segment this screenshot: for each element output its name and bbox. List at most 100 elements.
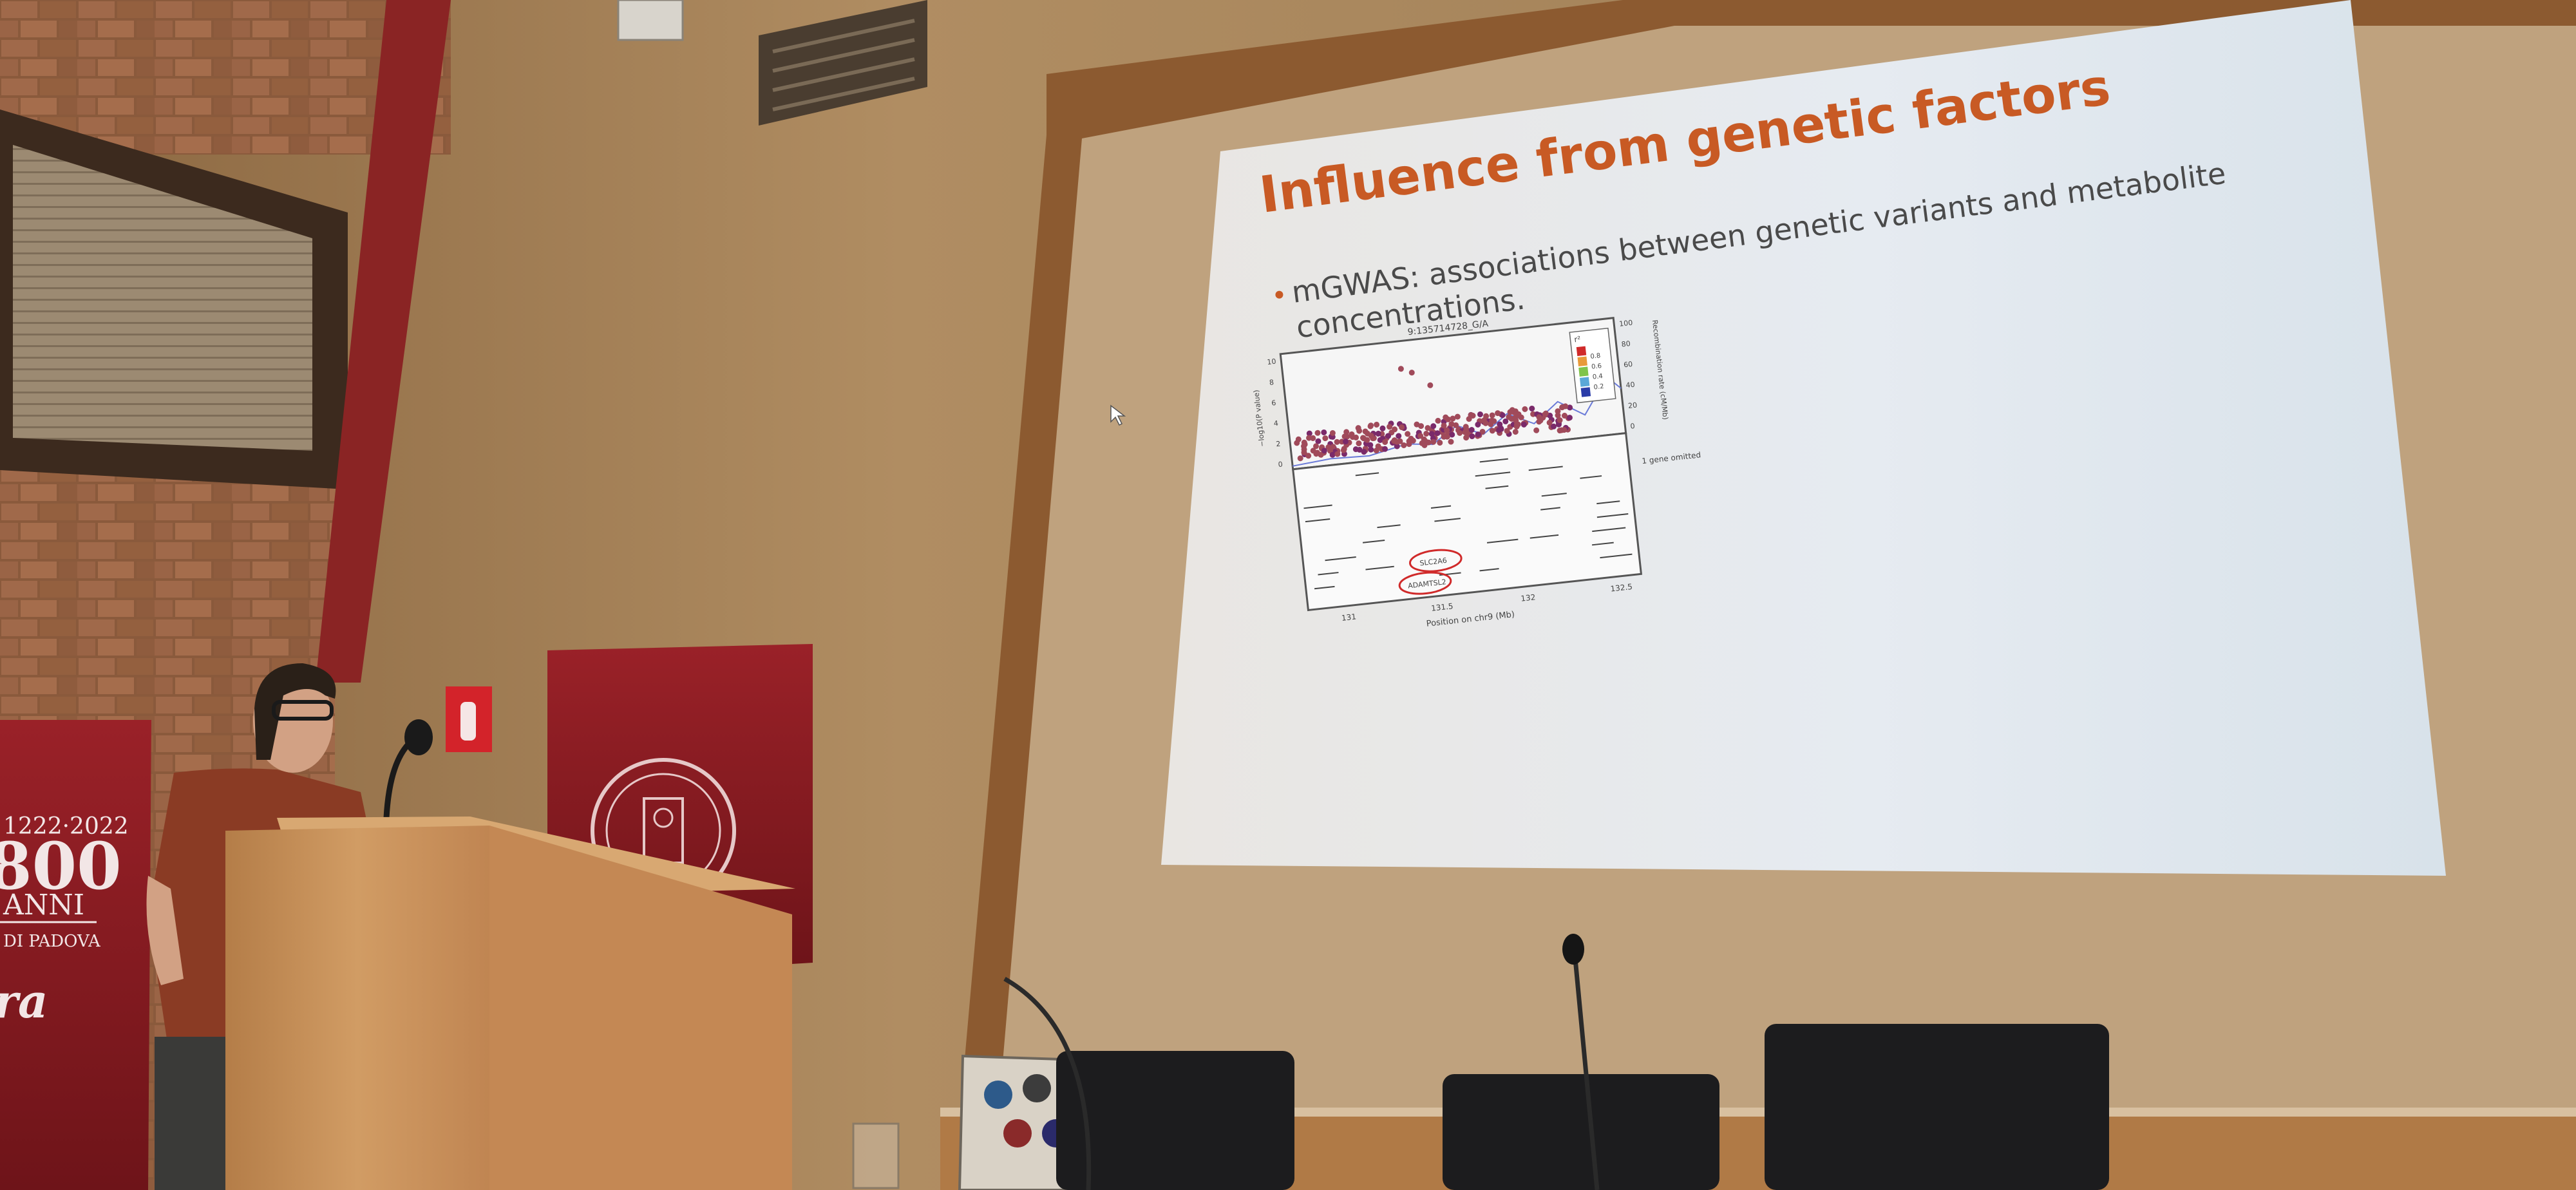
association-point bbox=[1421, 442, 1428, 448]
r2-legend-swatch bbox=[1578, 366, 1589, 377]
y-axis-ticks: 10 8 6 4 2 0 bbox=[1267, 357, 1283, 469]
microphone-head-icon bbox=[404, 719, 433, 755]
association-point bbox=[1444, 433, 1450, 440]
association-point bbox=[1448, 421, 1455, 428]
association-point bbox=[1495, 410, 1501, 417]
association-point bbox=[1454, 413, 1461, 420]
association-point bbox=[1295, 436, 1302, 442]
association-point bbox=[1542, 410, 1549, 417]
association-point bbox=[1425, 425, 1431, 431]
presenter-hair bbox=[254, 663, 336, 760]
association-point bbox=[1512, 429, 1519, 435]
banner-city: DI PADOVA bbox=[3, 932, 101, 951]
gene-arrow bbox=[1355, 472, 1379, 477]
presenter-arm bbox=[146, 876, 184, 985]
gene-track bbox=[1303, 458, 1633, 590]
association-point bbox=[1482, 420, 1489, 426]
association-point bbox=[1428, 431, 1435, 437]
association-point bbox=[1330, 444, 1336, 450]
association-point bbox=[1427, 382, 1434, 388]
gene-arrow bbox=[1314, 585, 1335, 590]
gene-arrow bbox=[1305, 518, 1331, 523]
r2-legend-value: 0.4 bbox=[1592, 373, 1603, 381]
association-point bbox=[1375, 430, 1381, 437]
y-tick-label: 4 bbox=[1273, 419, 1278, 428]
association-point bbox=[1334, 451, 1341, 457]
y-right-tick-label: 80 bbox=[1621, 339, 1631, 348]
association-point bbox=[1441, 422, 1447, 429]
association-point bbox=[1466, 416, 1472, 422]
window-blinds bbox=[13, 145, 312, 451]
association-point bbox=[1536, 419, 1542, 425]
gene-arrow bbox=[1580, 475, 1602, 479]
association-point bbox=[1469, 433, 1475, 440]
water-glass bbox=[852, 1122, 900, 1189]
association-point bbox=[1507, 409, 1513, 415]
association-point bbox=[1401, 442, 1407, 448]
association-point bbox=[1397, 438, 1403, 444]
association-point bbox=[1502, 418, 1509, 424]
r2-legend-swatch bbox=[1576, 346, 1587, 357]
gene-arrow bbox=[1434, 518, 1461, 522]
y-right-tick-label: 40 bbox=[1625, 381, 1635, 390]
association-point bbox=[1434, 430, 1441, 437]
association-point bbox=[1497, 421, 1503, 428]
gene-arrow bbox=[1596, 500, 1620, 505]
table-microphone-left bbox=[1003, 976, 1092, 1190]
association-point bbox=[1518, 414, 1524, 420]
association-point bbox=[1435, 417, 1441, 424]
gene-arrow bbox=[1596, 513, 1629, 518]
circled-gene-2-label: ADAMTSL2 bbox=[1408, 578, 1447, 590]
y-right-tick-label: 60 bbox=[1623, 360, 1633, 369]
association-point bbox=[1297, 455, 1303, 462]
gene-arrow bbox=[1475, 471, 1511, 477]
association-point bbox=[1360, 435, 1367, 441]
y-right-tick-label: 100 bbox=[1619, 319, 1633, 328]
circled-gene-1-label: SLC2A6 bbox=[1419, 556, 1447, 567]
association-point bbox=[1561, 413, 1567, 419]
circled-gene-2 bbox=[1398, 571, 1452, 595]
association-point bbox=[1423, 430, 1430, 437]
association-point bbox=[1489, 417, 1495, 424]
association-point bbox=[1368, 422, 1374, 429]
association-point bbox=[1483, 413, 1490, 419]
circled-gene-1 bbox=[1408, 549, 1463, 572]
association-point bbox=[1355, 425, 1361, 431]
association-point bbox=[1329, 451, 1336, 458]
gene-arrow bbox=[1430, 505, 1452, 509]
association-point bbox=[1557, 417, 1563, 423]
association-point bbox=[1418, 423, 1425, 430]
association-point bbox=[1361, 449, 1367, 455]
microphone-tip-icon bbox=[1562, 934, 1584, 965]
association-point bbox=[1397, 366, 1404, 372]
gene-arrow bbox=[1530, 534, 1559, 539]
association-point bbox=[1477, 411, 1483, 417]
association-point bbox=[1566, 415, 1573, 421]
x-axis-ticks: 131 131.5 132 132.5 bbox=[1341, 582, 1633, 623]
gene-arrow bbox=[1592, 527, 1626, 533]
gene-arrow bbox=[1377, 524, 1401, 529]
r2-legend-value: 0.2 bbox=[1593, 383, 1604, 392]
association-point bbox=[1489, 412, 1495, 419]
association-point bbox=[1504, 428, 1510, 434]
cursor-icon bbox=[1110, 404, 1126, 426]
association-point bbox=[1522, 406, 1528, 412]
r2-legend-swatch bbox=[1577, 356, 1587, 366]
association-point bbox=[1399, 424, 1405, 431]
association-point bbox=[1364, 430, 1370, 437]
association-point bbox=[1536, 414, 1542, 420]
glasses-icon bbox=[272, 700, 334, 721]
banner-years: 1222·2022 bbox=[3, 813, 129, 840]
association-point bbox=[1489, 428, 1495, 434]
association-point bbox=[1410, 437, 1416, 444]
association-point bbox=[1375, 443, 1381, 449]
gene-arrow bbox=[1540, 507, 1560, 511]
podium-front bbox=[225, 826, 489, 1190]
association-point bbox=[1315, 438, 1321, 444]
table-edge bbox=[940, 1108, 2576, 1117]
association-point bbox=[1305, 453, 1312, 459]
association-point bbox=[1533, 427, 1540, 433]
r2-legend-swatch bbox=[1580, 387, 1591, 397]
projected-slide bbox=[1161, 0, 2446, 876]
association-point bbox=[1529, 405, 1535, 411]
